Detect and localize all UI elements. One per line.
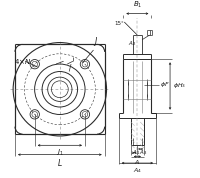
Text: $A_2$: $A_2$ [128, 39, 136, 48]
Text: $A_4$: $A_4$ [133, 166, 142, 175]
Text: $J_1$: $J_1$ [56, 148, 64, 158]
Text: $B_1$: $B_1$ [133, 0, 142, 10]
Text: $4{\times}N$: $4{\times}N$ [14, 57, 31, 66]
Text: $J$: $J$ [93, 35, 98, 48]
Text: $A_3$: $A_3$ [139, 148, 147, 157]
Text: $\phi H_3$: $\phi H_3$ [173, 82, 186, 90]
Text: 15°: 15° [115, 21, 124, 26]
Text: $A$: $A$ [134, 158, 140, 166]
Text: $L$: $L$ [57, 158, 63, 168]
Text: $\phi F$: $\phi F$ [160, 80, 170, 89]
Text: $A_1$: $A_1$ [132, 148, 140, 157]
